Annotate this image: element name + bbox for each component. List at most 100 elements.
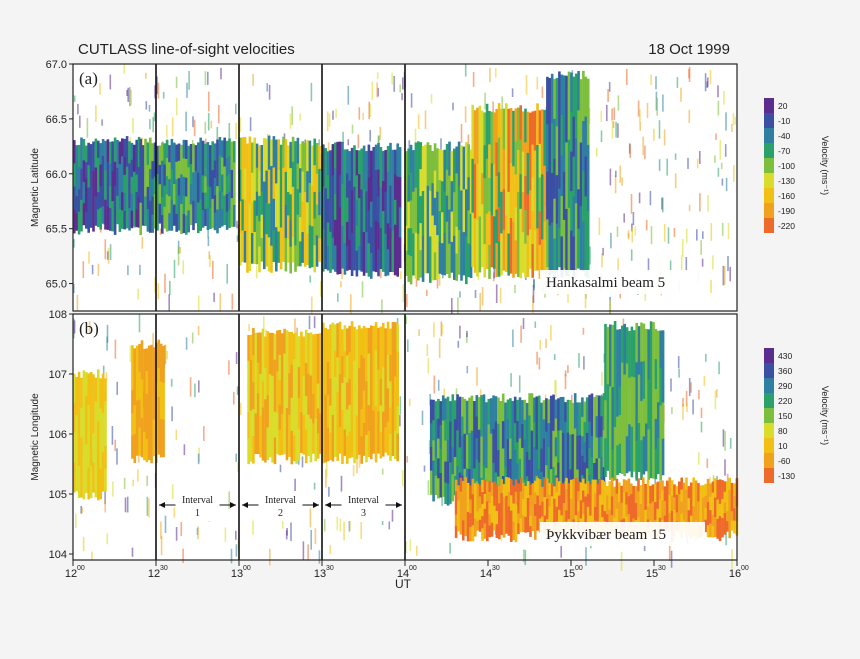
data-cell: [182, 176, 186, 196]
noise-stroke: [186, 82, 188, 98]
data-cell: [299, 241, 302, 267]
noise-stroke: [464, 106, 467, 123]
data-cell: [168, 213, 171, 231]
data-cell: [493, 164, 496, 217]
colorbar-cell: [764, 378, 774, 393]
data-cell: [483, 211, 486, 245]
noise-stroke: [77, 103, 79, 115]
data-cell: [478, 161, 482, 217]
noise-stroke: [208, 91, 210, 112]
data-cell: [642, 477, 645, 494]
data-cell: [457, 515, 460, 532]
data-cell: [450, 241, 454, 273]
data-cell: [296, 240, 300, 267]
data-cell: [597, 416, 601, 438]
data-cell: [611, 324, 614, 357]
data-cell: [97, 395, 100, 422]
data-cell: [135, 373, 139, 401]
data-cell: [156, 145, 159, 175]
data-cell: [490, 509, 494, 524]
figure-title: CUTLASS line-of-sight velocities: [78, 41, 295, 58]
data-cell: [334, 324, 337, 352]
data-cell: [542, 457, 546, 478]
data-cell: [659, 442, 662, 481]
data-cell: [297, 367, 301, 399]
data-cell: [261, 328, 265, 356]
data-cell: [541, 486, 544, 503]
noise-stroke: [724, 459, 726, 476]
data-cell: [221, 208, 224, 227]
noise-stroke: [302, 541, 305, 560]
noise-stroke: [95, 105, 97, 122]
data-cell: [711, 526, 715, 538]
data-cell: [481, 528, 484, 541]
data-cell: [579, 500, 583, 519]
data-cell: [130, 176, 134, 195]
noise-stroke: [149, 119, 151, 130]
noise-stroke: [723, 266, 726, 285]
noise-stroke: [402, 284, 405, 303]
noise-stroke: [126, 89, 128, 96]
data-cell: [267, 135, 271, 171]
data-cell: [346, 173, 349, 199]
noise-stroke: [609, 300, 612, 315]
data-cell: [577, 189, 580, 230]
noise-stroke: [82, 261, 85, 278]
data-cell: [473, 218, 477, 273]
data-cell: [456, 430, 459, 467]
data-cell: [436, 148, 439, 193]
data-cell: [488, 480, 491, 493]
data-cell: [303, 142, 307, 168]
data-cell: [431, 151, 434, 184]
data-cell: [290, 397, 294, 432]
noise-stroke: [583, 356, 585, 370]
data-cell: [647, 429, 650, 480]
data-cell: [528, 393, 531, 416]
noise-stroke: [248, 324, 250, 331]
data-cell: [324, 428, 327, 463]
data-cell: [615, 508, 619, 525]
noise-stroke: [534, 321, 537, 328]
noise-stroke: [377, 136, 380, 147]
data-cell: [517, 523, 520, 535]
data-cell: [270, 166, 273, 194]
data-cell: [517, 149, 520, 193]
data-cell: [89, 144, 93, 173]
data-cell: [360, 355, 363, 383]
data-cell: [140, 379, 144, 419]
noise-stroke: [88, 251, 90, 264]
data-cell: [206, 142, 210, 165]
data-cell: [566, 465, 570, 499]
noise-stroke: [393, 76, 395, 92]
data-cell: [348, 151, 351, 182]
data-cell: [470, 395, 474, 432]
data-cell: [673, 510, 676, 524]
data-cell: [412, 233, 415, 276]
data-cell: [355, 329, 359, 373]
noise-stroke: [696, 229, 698, 241]
data-cell: [318, 168, 321, 193]
data-cell: [389, 407, 392, 435]
data-cell: [462, 189, 466, 233]
data-cell: [657, 402, 660, 439]
data-cell: [394, 403, 397, 432]
data-cell: [143, 404, 146, 433]
data-cell: [483, 479, 487, 495]
noise-stroke: [82, 536, 85, 552]
data-cell: [106, 139, 110, 163]
data-cell: [550, 496, 554, 510]
data-cell: [565, 499, 568, 511]
data-cell: [606, 412, 610, 443]
data-cell: [516, 399, 519, 422]
noise-stroke: [123, 477, 126, 489]
data-cell: [487, 450, 491, 477]
data-cell: [531, 514, 535, 532]
data-cell: [248, 170, 252, 204]
noise-stroke: [114, 439, 116, 451]
data-cell: [377, 369, 380, 412]
data-cell: [260, 191, 264, 216]
data-cell: [493, 493, 496, 507]
data-band: [73, 136, 141, 235]
data-cell: [343, 429, 347, 456]
noise-stroke: [698, 390, 700, 400]
